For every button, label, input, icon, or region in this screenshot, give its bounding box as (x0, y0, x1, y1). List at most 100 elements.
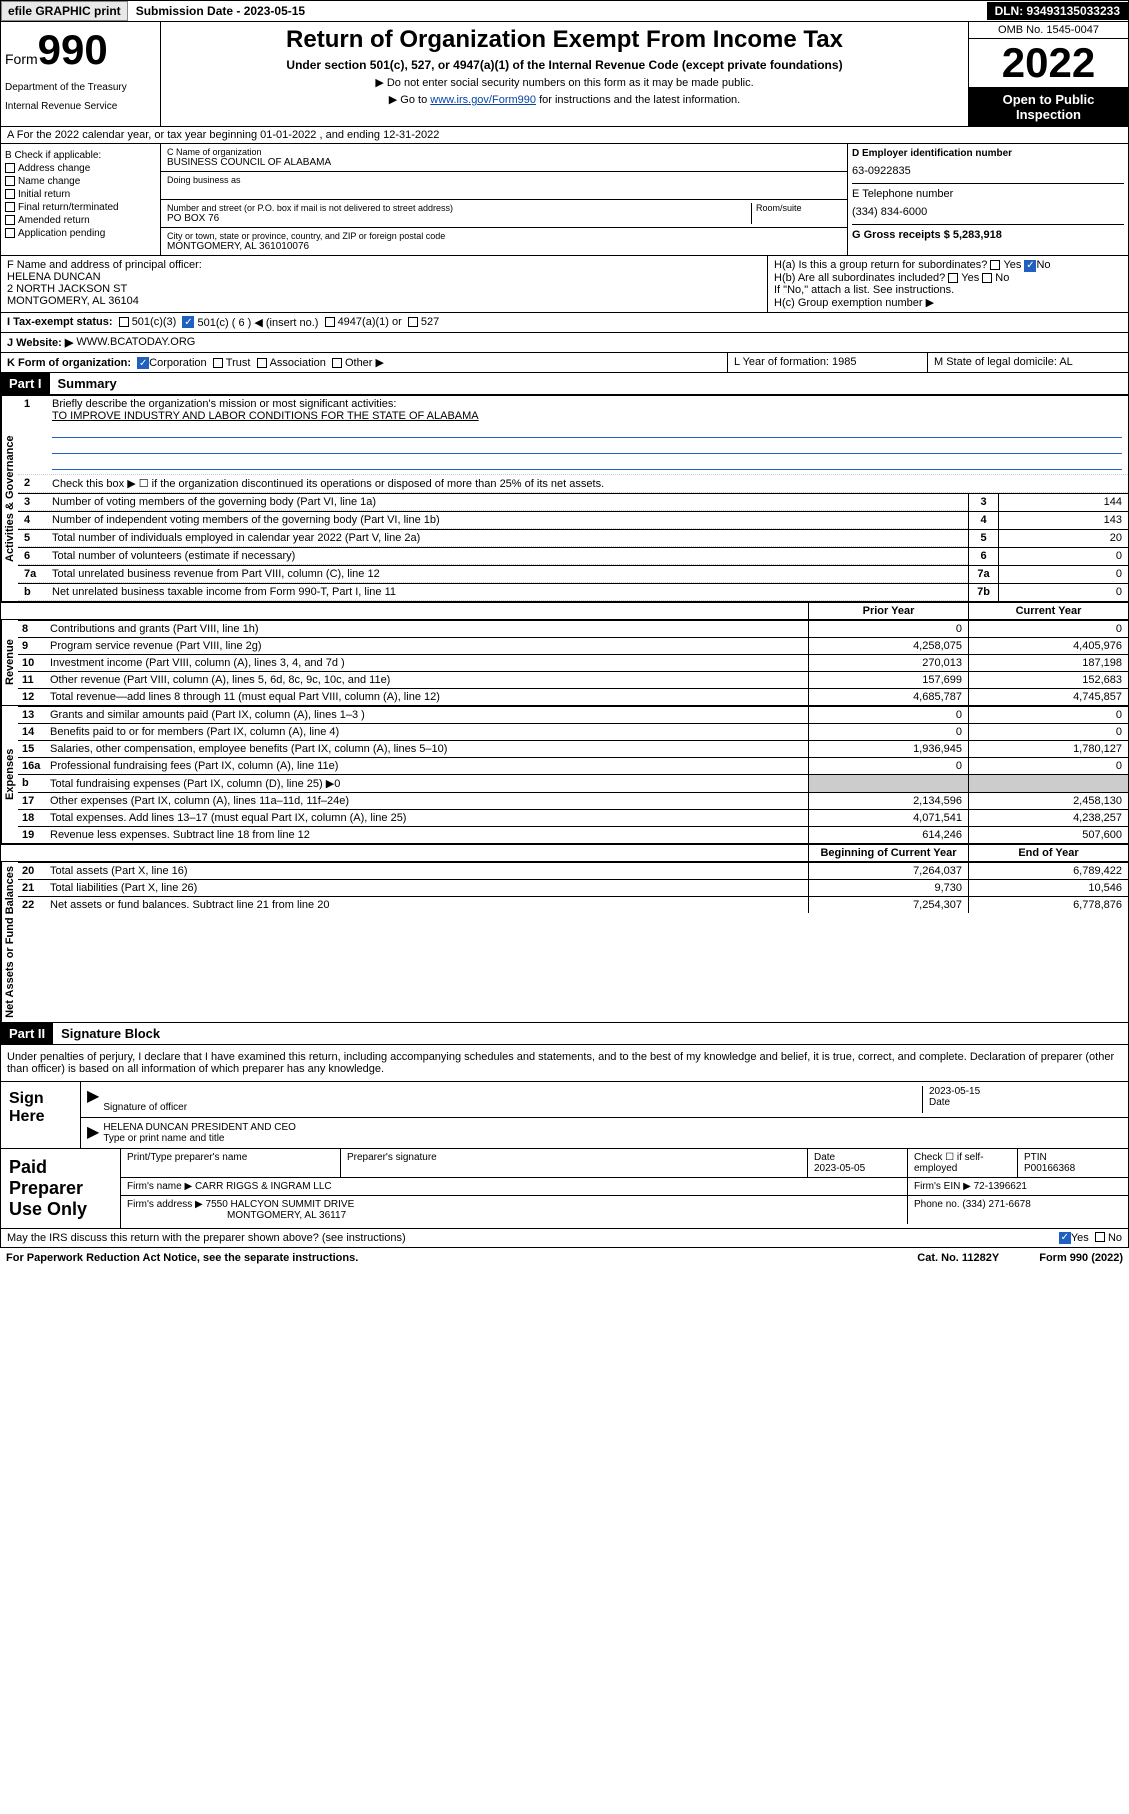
line17-text: Other expenses (Part IX, column (A), lin… (46, 793, 808, 809)
cb-501c[interactable]: ✓ (182, 316, 194, 328)
line21-curr: 10,546 (968, 880, 1128, 896)
line8-prior: 0 (808, 621, 968, 637)
submission-date: Submission Date - 2023-05-15 (128, 4, 313, 18)
part1-header-row: Part I Summary (0, 373, 1129, 395)
top-bar: efile GRAPHIC print Submission Date - 20… (0, 0, 1129, 22)
state-domicile: M State of legal domicile: AL (928, 353, 1128, 373)
line13-prior: 0 (808, 707, 968, 723)
part1-title: Summary (50, 373, 125, 394)
lbl-501c3: 501(c)(3) (132, 316, 177, 328)
line5-text: Total number of individuals employed in … (52, 532, 962, 544)
firm-ein-label: Firm's EIN ▶ (914, 1181, 971, 1192)
omb-number: OMB No. 1545-0047 (969, 22, 1128, 39)
lbl-501c: 501(c) ( 6 ) ◀ (insert no.) (198, 316, 319, 329)
ha-no-checkbox[interactable]: ✓ (1024, 260, 1036, 272)
line20-text: Total assets (Part X, line 16) (46, 863, 808, 879)
phone-label: Phone no. (914, 1199, 960, 1210)
tel-label: E Telephone number (852, 183, 1124, 200)
cb-501c3[interactable] (119, 317, 129, 327)
tel-value: (334) 834-6000 (852, 200, 1124, 224)
street-address: PO BOX 76 (167, 213, 751, 224)
line14-prior: 0 (808, 724, 968, 740)
row-a-tax-year: A For the 2022 calendar year, or tax yea… (0, 127, 1129, 144)
prep-sig-label: Preparer's signature (341, 1149, 808, 1177)
cb-other[interactable] (332, 358, 342, 368)
end-year-hdr: End of Year (968, 845, 1128, 861)
checkbox-amended-return[interactable] (5, 215, 15, 225)
self-employed-check[interactable]: Check ☐ if self-employed (908, 1149, 1018, 1177)
lbl-address-change: Address change (18, 163, 90, 174)
line14-text: Benefits paid to or for members (Part IX… (46, 724, 808, 740)
line16b-prior (808, 775, 968, 792)
discuss-no-checkbox[interactable] (1095, 1232, 1105, 1242)
line14-curr: 0 (968, 724, 1128, 740)
ha-label: H(a) Is this a group return for subordin… (774, 259, 987, 271)
checkbox-address-change[interactable] (5, 163, 15, 173)
website-value: WWW.BCATODAY.ORG (76, 336, 195, 348)
hb-label: H(b) Are all subordinates included? (774, 272, 945, 284)
cb-527[interactable] (408, 317, 418, 327)
checkbox-final-return[interactable] (5, 202, 15, 212)
line2-text: Check this box ▶ ☐ if the organization d… (52, 477, 1122, 490)
line12-prior: 4,685,787 (808, 689, 968, 705)
tab-expenses: Expenses (1, 706, 18, 843)
section-bcd: B Check if applicable: Address change Na… (0, 144, 1129, 256)
firm-addr-label: Firm's address ▶ (127, 1199, 203, 1210)
line12-text: Total revenue—add lines 8 through 11 (mu… (46, 689, 808, 705)
line18-text: Total expenses. Add lines 13–17 (must eq… (46, 810, 808, 826)
group-return: H(a) Is this a group return for subordin… (768, 256, 1128, 312)
lbl-527: 527 (421, 316, 439, 328)
current-year-hdr: Current Year (968, 603, 1128, 619)
prior-year-hdr: Prior Year (808, 603, 968, 619)
line21-text: Total liabilities (Part X, line 26) (46, 880, 808, 896)
hb-yes-checkbox[interactable] (948, 273, 958, 283)
org-name-label: C Name of organization (167, 147, 841, 157)
discuss-yes-checkbox[interactable]: ✓ (1059, 1232, 1071, 1244)
cb-corporation[interactable]: ✓ (137, 357, 149, 369)
officer-name: HELENA DUNCAN (7, 271, 761, 283)
form-subtitle: Under section 501(c), 527, or 4947(a)(1)… (165, 58, 964, 72)
irs-link[interactable]: www.irs.gov/Form990 (430, 94, 536, 106)
checkbox-application-pending[interactable] (5, 228, 15, 238)
efile-button[interactable]: efile GRAPHIC print (1, 1, 128, 21)
form-of-org: K Form of organization: ✓Corporation Tru… (1, 353, 728, 373)
line4-num: 4 (968, 512, 998, 529)
tab-governance: Activities & Governance (1, 396, 18, 601)
begin-year-hdr: Beginning of Current Year (808, 845, 968, 861)
line7a-num: 7a (968, 566, 998, 583)
hc-label: H(c) Group exemption number ▶ (774, 296, 1122, 309)
website-label: J Website: ▶ (7, 336, 73, 349)
cb-4947[interactable] (325, 317, 335, 327)
ssn-note: ▶ Do not enter social security numbers o… (165, 76, 964, 89)
line6-text: Total number of volunteers (estimate if … (52, 550, 962, 562)
line13-curr: 0 (968, 707, 1128, 723)
line20-curr: 6,789,422 (968, 863, 1128, 879)
hb-no-checkbox[interactable] (982, 273, 992, 283)
paid-preparer-block: Paid Preparer Use Only Print/Type prepar… (0, 1149, 1129, 1229)
sign-here-label: Sign Here (1, 1082, 81, 1148)
checkbox-name-change[interactable] (5, 176, 15, 186)
cb-trust[interactable] (213, 358, 223, 368)
line11-prior: 157,699 (808, 672, 968, 688)
line18-curr: 4,238,257 (968, 810, 1128, 826)
addr-label: Number and street (or P.O. box if mail i… (167, 203, 751, 213)
org-name: BUSINESS COUNCIL OF ALABAMA (167, 157, 841, 168)
ein-label: D Employer identification number (852, 148, 1124, 159)
ha-yes-checkbox[interactable] (990, 260, 1000, 270)
checkbox-initial-return[interactable] (5, 189, 15, 199)
part1-label: Part I (1, 373, 50, 394)
paperwork-notice: For Paperwork Reduction Act Notice, see … (0, 1248, 1129, 1268)
ptin-label: PTIN (1024, 1152, 1122, 1163)
firm-ein: 72-1396621 (974, 1181, 1027, 1192)
line1-text: Briefly describe the organization's miss… (52, 398, 396, 410)
officer-name-title: HELENA DUNCAN PRESIDENT AND CEO (103, 1122, 1122, 1133)
line7a-text: Total unrelated business revenue from Pa… (52, 568, 962, 580)
line7a-val: 0 (998, 566, 1128, 583)
line4-text: Number of independent voting members of … (52, 514, 962, 526)
line5-val: 20 (998, 530, 1128, 547)
tab-revenue: Revenue (1, 620, 18, 705)
cb-association[interactable] (257, 358, 267, 368)
line11-curr: 152,683 (968, 672, 1128, 688)
mission-text: TO IMPROVE INDUSTRY AND LABOR CONDITIONS… (52, 410, 479, 422)
line3-val: 144 (998, 494, 1128, 511)
